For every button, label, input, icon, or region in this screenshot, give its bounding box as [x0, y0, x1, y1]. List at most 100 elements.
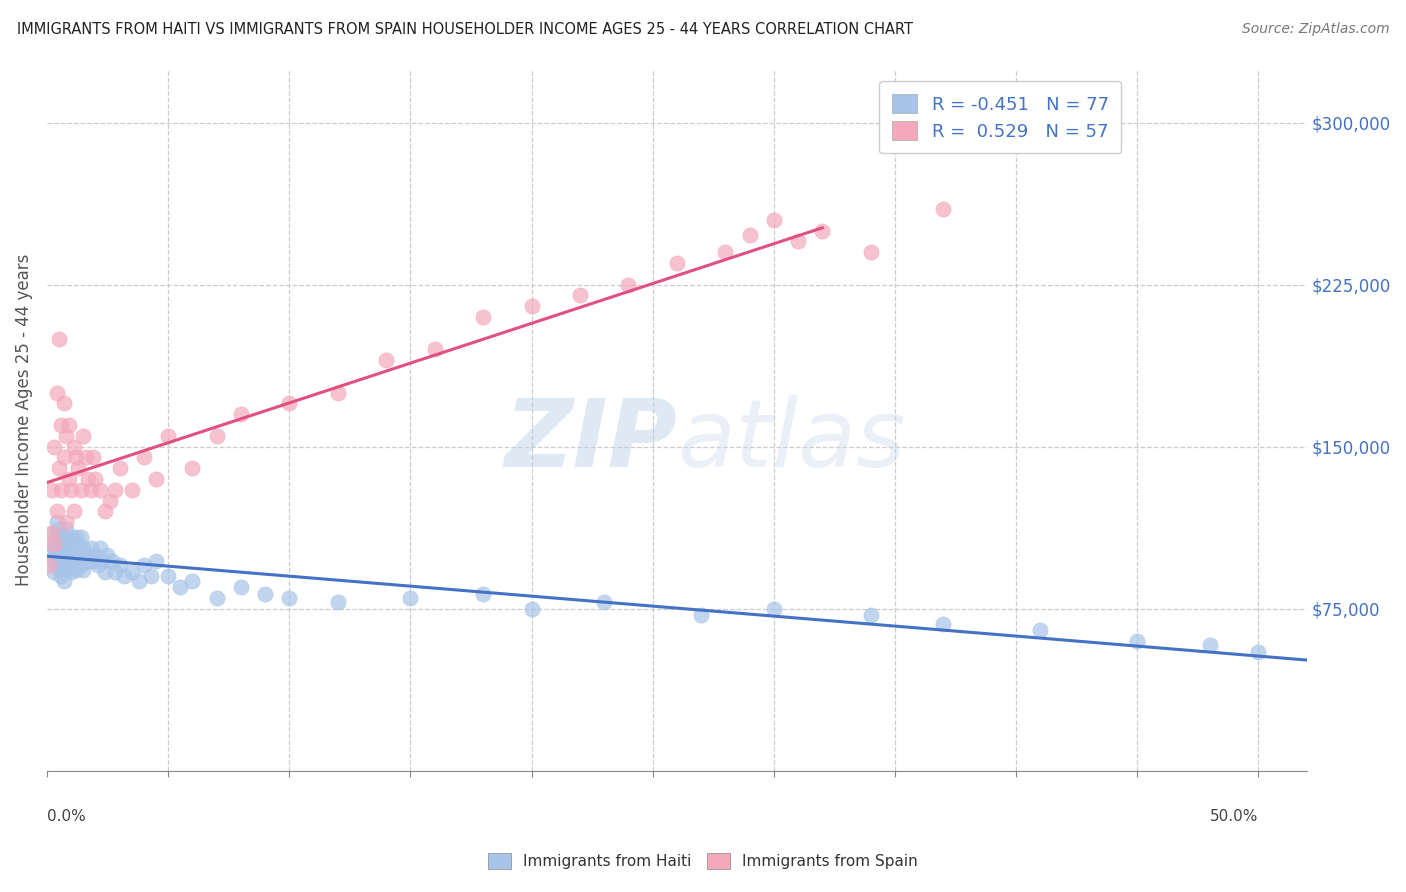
Point: [51, 417, 73, 432]
Text: 50.0%: 50.0%: [1211, 809, 1258, 824]
Point: [112, 569, 135, 583]
Point: [38, 558, 60, 573]
Point: [94, 504, 117, 518]
Point: [69, 483, 91, 497]
Point: [859, 245, 882, 260]
Point: [45, 515, 67, 529]
Point: [104, 565, 127, 579]
Point: [520, 299, 543, 313]
Point: [55, 515, 77, 529]
Point: [82, 554, 104, 568]
Point: [69, 530, 91, 544]
Point: [72, 563, 94, 577]
Point: [52, 450, 75, 465]
Point: [52, 396, 75, 410]
Point: [48, 548, 70, 562]
Point: [48, 332, 70, 346]
Point: [44, 565, 66, 579]
Point: [472, 586, 495, 600]
Point: [811, 223, 834, 237]
Point: [787, 235, 810, 249]
Point: [139, 569, 162, 583]
Point: [82, 450, 104, 465]
Point: [101, 554, 124, 568]
Point: [932, 202, 955, 216]
Point: [96, 548, 118, 562]
Point: [55, 537, 77, 551]
Point: [41, 526, 63, 541]
Point: [738, 227, 761, 242]
Point: [52, 574, 75, 588]
Legend: Immigrants from Haiti, Immigrants from Spain: Immigrants from Haiti, Immigrants from S…: [482, 847, 924, 875]
Point: [132, 558, 155, 573]
Point: [51, 552, 73, 566]
Point: [44, 554, 66, 568]
Point: [55, 429, 77, 443]
Point: [229, 580, 252, 594]
Point: [132, 450, 155, 465]
Point: [181, 461, 204, 475]
Point: [157, 569, 180, 583]
Point: [55, 558, 77, 573]
Point: [52, 530, 75, 544]
Point: [278, 591, 301, 605]
Point: [84, 548, 107, 562]
Text: 0.0%: 0.0%: [46, 809, 86, 824]
Point: [87, 558, 110, 573]
Point: [253, 586, 276, 600]
Point: [84, 472, 107, 486]
Point: [98, 493, 121, 508]
Point: [45, 504, 67, 518]
Point: [41, 552, 63, 566]
Point: [44, 440, 66, 454]
Point: [157, 429, 180, 443]
Point: [58, 563, 80, 577]
Point: [77, 472, 100, 486]
Point: [762, 212, 785, 227]
Y-axis label: Householder Income Ages 25 - 44 years: Householder Income Ages 25 - 44 years: [15, 253, 32, 586]
Point: [67, 461, 90, 475]
Point: [690, 608, 713, 623]
Point: [89, 483, 111, 497]
Point: [205, 591, 228, 605]
Point: [65, 450, 87, 465]
Point: [41, 483, 63, 497]
Point: [89, 541, 111, 556]
Point: [51, 537, 73, 551]
Point: [169, 580, 191, 594]
Point: [104, 483, 127, 497]
Point: [568, 288, 591, 302]
Point: [762, 601, 785, 615]
Point: [77, 554, 100, 568]
Point: [44, 537, 66, 551]
Point: [45, 385, 67, 400]
Point: [67, 537, 90, 551]
Point: [60, 483, 83, 497]
Point: [72, 429, 94, 443]
Point: [714, 245, 737, 260]
Point: [60, 548, 83, 562]
Point: [399, 591, 422, 605]
Point: [229, 407, 252, 421]
Point: [108, 558, 131, 573]
Point: [65, 530, 87, 544]
Point: [62, 440, 84, 454]
Legend: R = -0.451   N = 77, R =  0.529   N = 57: R = -0.451 N = 77, R = 0.529 N = 57: [879, 81, 1122, 153]
Point: [58, 417, 80, 432]
Point: [472, 310, 495, 324]
Point: [44, 541, 66, 556]
Point: [75, 548, 97, 562]
Point: [520, 601, 543, 615]
Point: [145, 472, 167, 486]
Point: [58, 472, 80, 486]
Point: [79, 483, 101, 497]
Point: [45, 530, 67, 544]
Point: [145, 554, 167, 568]
Text: Source: ZipAtlas.com: Source: ZipAtlas.com: [1241, 22, 1389, 37]
Point: [72, 541, 94, 556]
Point: [62, 554, 84, 568]
Point: [1029, 624, 1052, 638]
Point: [48, 522, 70, 536]
Point: [69, 558, 91, 573]
Point: [932, 616, 955, 631]
